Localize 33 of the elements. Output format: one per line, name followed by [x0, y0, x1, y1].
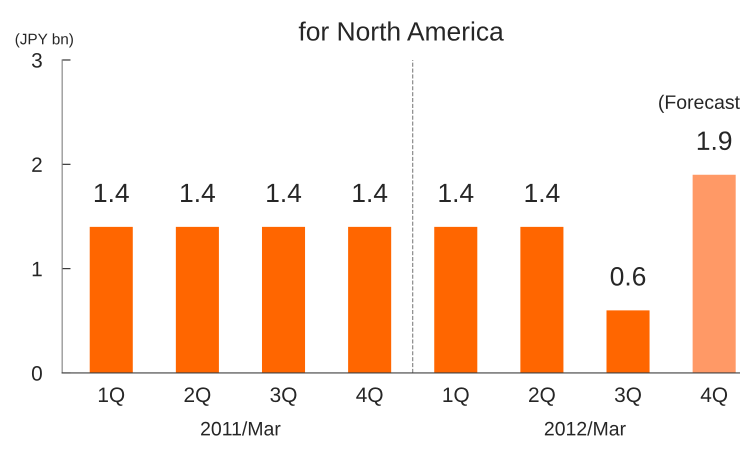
- x-tick-label: 2Q: [184, 387, 210, 406]
- bar: [434, 226, 478, 373]
- bar: [176, 226, 219, 373]
- x-tick-label: 1Q: [443, 387, 469, 406]
- data-label: 1.4: [353, 184, 388, 202]
- x-tick-label: 1Q: [98, 387, 124, 406]
- chart-title: for North America: [298, 21, 504, 41]
- y-tick-label: 0: [32, 366, 42, 381]
- text: 2012/Mar: [544, 421, 626, 436]
- x-tick-label: 4Q: [700, 387, 728, 406]
- bar: [606, 310, 650, 373]
- x-tick-label: 2Q: [529, 387, 555, 406]
- text: 2011/Mar: [201, 421, 280, 436]
- data-label: 1.4: [267, 184, 302, 202]
- data-label: 1.9: [698, 131, 732, 150]
- y-tick-label: 3: [32, 52, 42, 68]
- bar: [90, 226, 133, 373]
- data-label: 0.6: [610, 267, 646, 286]
- x-tick-label: 3Q: [270, 387, 296, 406]
- data-label: 1.4: [94, 184, 129, 202]
- data-label: 1.4: [526, 184, 560, 202]
- x-tick-label: 3Q: [614, 387, 641, 406]
- bar: [262, 226, 306, 373]
- y-tick-label: 1: [32, 262, 42, 276]
- bar: [348, 226, 392, 373]
- y-tick-label: 2: [32, 157, 42, 172]
- y-axis-title: (JPY bn): [16, 33, 73, 48]
- bar: [692, 174, 736, 373]
- data-label: 1.4: [439, 184, 474, 202]
- bar: [520, 226, 564, 373]
- data-label: 1.4: [181, 184, 215, 202]
- x-tick-label: 4Q: [356, 387, 383, 406]
- annotation: (Forecast: [659, 94, 740, 113]
